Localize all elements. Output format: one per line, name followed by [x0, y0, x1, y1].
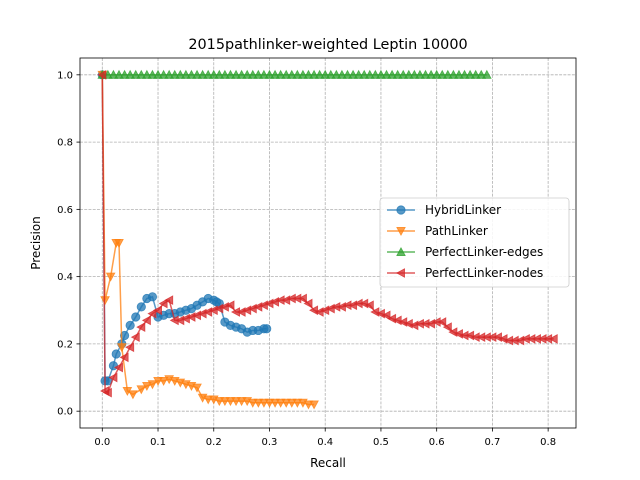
- data-point: [111, 349, 121, 359]
- series-hybridlinker: [97, 70, 272, 386]
- data-point: [437, 317, 447, 327]
- data-point: [108, 372, 118, 383]
- data-point: [100, 296, 110, 306]
- chart-title: 2015pathlinker-weighted Leptin 10000: [188, 37, 467, 53]
- y-tick-label: 0.0: [57, 407, 73, 418]
- data-point: [396, 246, 406, 256]
- legend-box: [379, 197, 570, 288]
- data-point: [158, 376, 169, 386]
- data-point: [128, 390, 138, 400]
- data-point: [114, 239, 124, 249]
- data-point: [116, 343, 127, 353]
- data-point: [395, 268, 405, 278]
- data-point: [97, 69, 107, 80]
- data-point: [481, 69, 492, 79]
- y-axis: 0.0 0.2 0.4 0.6 0.8 1.0: [57, 70, 80, 418]
- data-point: [548, 333, 558, 344]
- data-point: [136, 385, 147, 395]
- data-point: [381, 310, 391, 321]
- x-tick-label: 0.2: [206, 437, 222, 448]
- data-point: [119, 330, 130, 341]
- y-axis-label: Precision: [29, 216, 43, 270]
- data-point: [130, 332, 140, 343]
- data-point: [303, 298, 313, 309]
- data-point: [152, 305, 162, 316]
- series-perfectlinker-edges: [97, 69, 492, 79]
- x-tick-label: 0.4: [317, 437, 333, 448]
- x-tick-label: 0.3: [262, 437, 278, 448]
- data-point: [131, 312, 141, 322]
- x-tick-label: 0.7: [484, 437, 500, 448]
- data-point: [125, 320, 135, 331]
- data-point: [142, 381, 152, 391]
- x-axis: 0.0 0.1 0.2 0.3 0.4 0.5 0.6 0.7 0.8: [94, 428, 556, 448]
- data-point: [262, 324, 272, 334]
- x-tick-label: 0.1: [150, 437, 166, 448]
- legend-entry-hybridlinker: HybridLinker: [387, 203, 501, 217]
- data-point: [396, 205, 406, 215]
- data-point: [158, 298, 168, 309]
- data-point: [147, 308, 157, 319]
- data-point: [396, 227, 406, 237]
- data-point: [297, 293, 307, 304]
- data-point: [105, 272, 116, 282]
- x-tick-label: 0.6: [429, 437, 445, 448]
- legend: HybridLinker PathLinker PerfectLinker-edge…: [379, 197, 570, 288]
- data-point: [125, 342, 135, 353]
- legend-label: PathLinker: [425, 224, 488, 238]
- data-point: [164, 295, 174, 306]
- legend-label: PerfectLinker-edges: [425, 245, 543, 259]
- plot-area: [97, 69, 558, 410]
- legend-label: PerfectLinker-nodes: [425, 266, 543, 280]
- y-tick-label: 0.6: [57, 205, 73, 216]
- data-point: [309, 400, 319, 410]
- x-tick-label: 0.0: [94, 437, 110, 448]
- data-point: [136, 302, 146, 312]
- x-tick-label: 0.8: [540, 437, 556, 448]
- legend-label: HybridLinker: [425, 203, 501, 217]
- y-tick-label: 0.8: [57, 138, 73, 149]
- data-point: [192, 383, 202, 393]
- data-point: [147, 380, 158, 390]
- data-point: [119, 352, 129, 363]
- data-point: [442, 322, 452, 332]
- data-point: [102, 387, 112, 398]
- data-point: [136, 322, 146, 332]
- y-tick-label: 1.0: [57, 70, 73, 81]
- y-tick-label: 0.2: [57, 339, 73, 350]
- legend-entry-perfectlinker-nodes: PerfectLinker-nodes: [387, 266, 543, 280]
- y-tick-label: 0.4: [57, 272, 73, 283]
- series-perfectlinker-nodes: [97, 69, 558, 398]
- data-point: [364, 300, 374, 311]
- legend-entry-perfectlinker-edges: PerfectLinker-edges: [387, 245, 543, 259]
- x-tick-label: 0.5: [373, 437, 389, 448]
- data-point: [113, 362, 123, 373]
- axes-frame: [79, 57, 577, 429]
- data-point: [147, 292, 158, 302]
- data-point: [141, 315, 151, 326]
- data-point: [225, 300, 235, 311]
- legend-entry-pathlinker: PathLinker: [387, 224, 488, 238]
- x-axis-label: Recall: [310, 456, 346, 470]
